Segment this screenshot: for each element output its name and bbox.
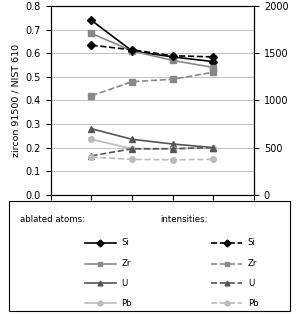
Text: Pb: Pb [121,299,132,308]
Text: U: U [248,279,254,288]
Text: U: U [121,279,128,288]
Text: Zr: Zr [248,259,257,268]
Text: ablated atoms:: ablated atoms: [20,215,85,224]
Y-axis label: zircon 91500 / NIST 610: zircon 91500 / NIST 610 [11,44,20,157]
Text: Si: Si [248,238,256,247]
FancyBboxPatch shape [9,201,290,311]
Text: intensities:: intensities: [161,215,208,224]
Text: Pb: Pb [248,299,259,308]
X-axis label: crater diameter [μm]: crater diameter [μm] [97,220,208,230]
Text: Zr: Zr [121,259,131,268]
Text: Si: Si [121,238,129,247]
